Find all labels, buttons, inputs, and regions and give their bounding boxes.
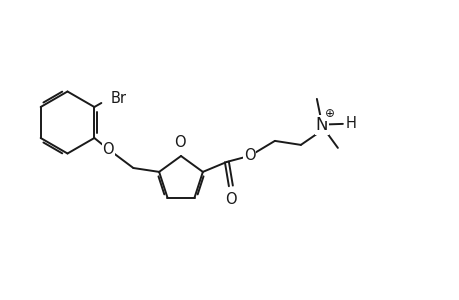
- Text: O: O: [224, 192, 236, 207]
- Text: H: H: [345, 116, 356, 131]
- Text: N: N: [315, 116, 327, 134]
- Text: Br: Br: [110, 91, 126, 106]
- Text: ⊕: ⊕: [324, 107, 334, 120]
- Text: O: O: [174, 135, 185, 150]
- Text: O: O: [244, 148, 255, 164]
- Text: O: O: [102, 142, 114, 157]
